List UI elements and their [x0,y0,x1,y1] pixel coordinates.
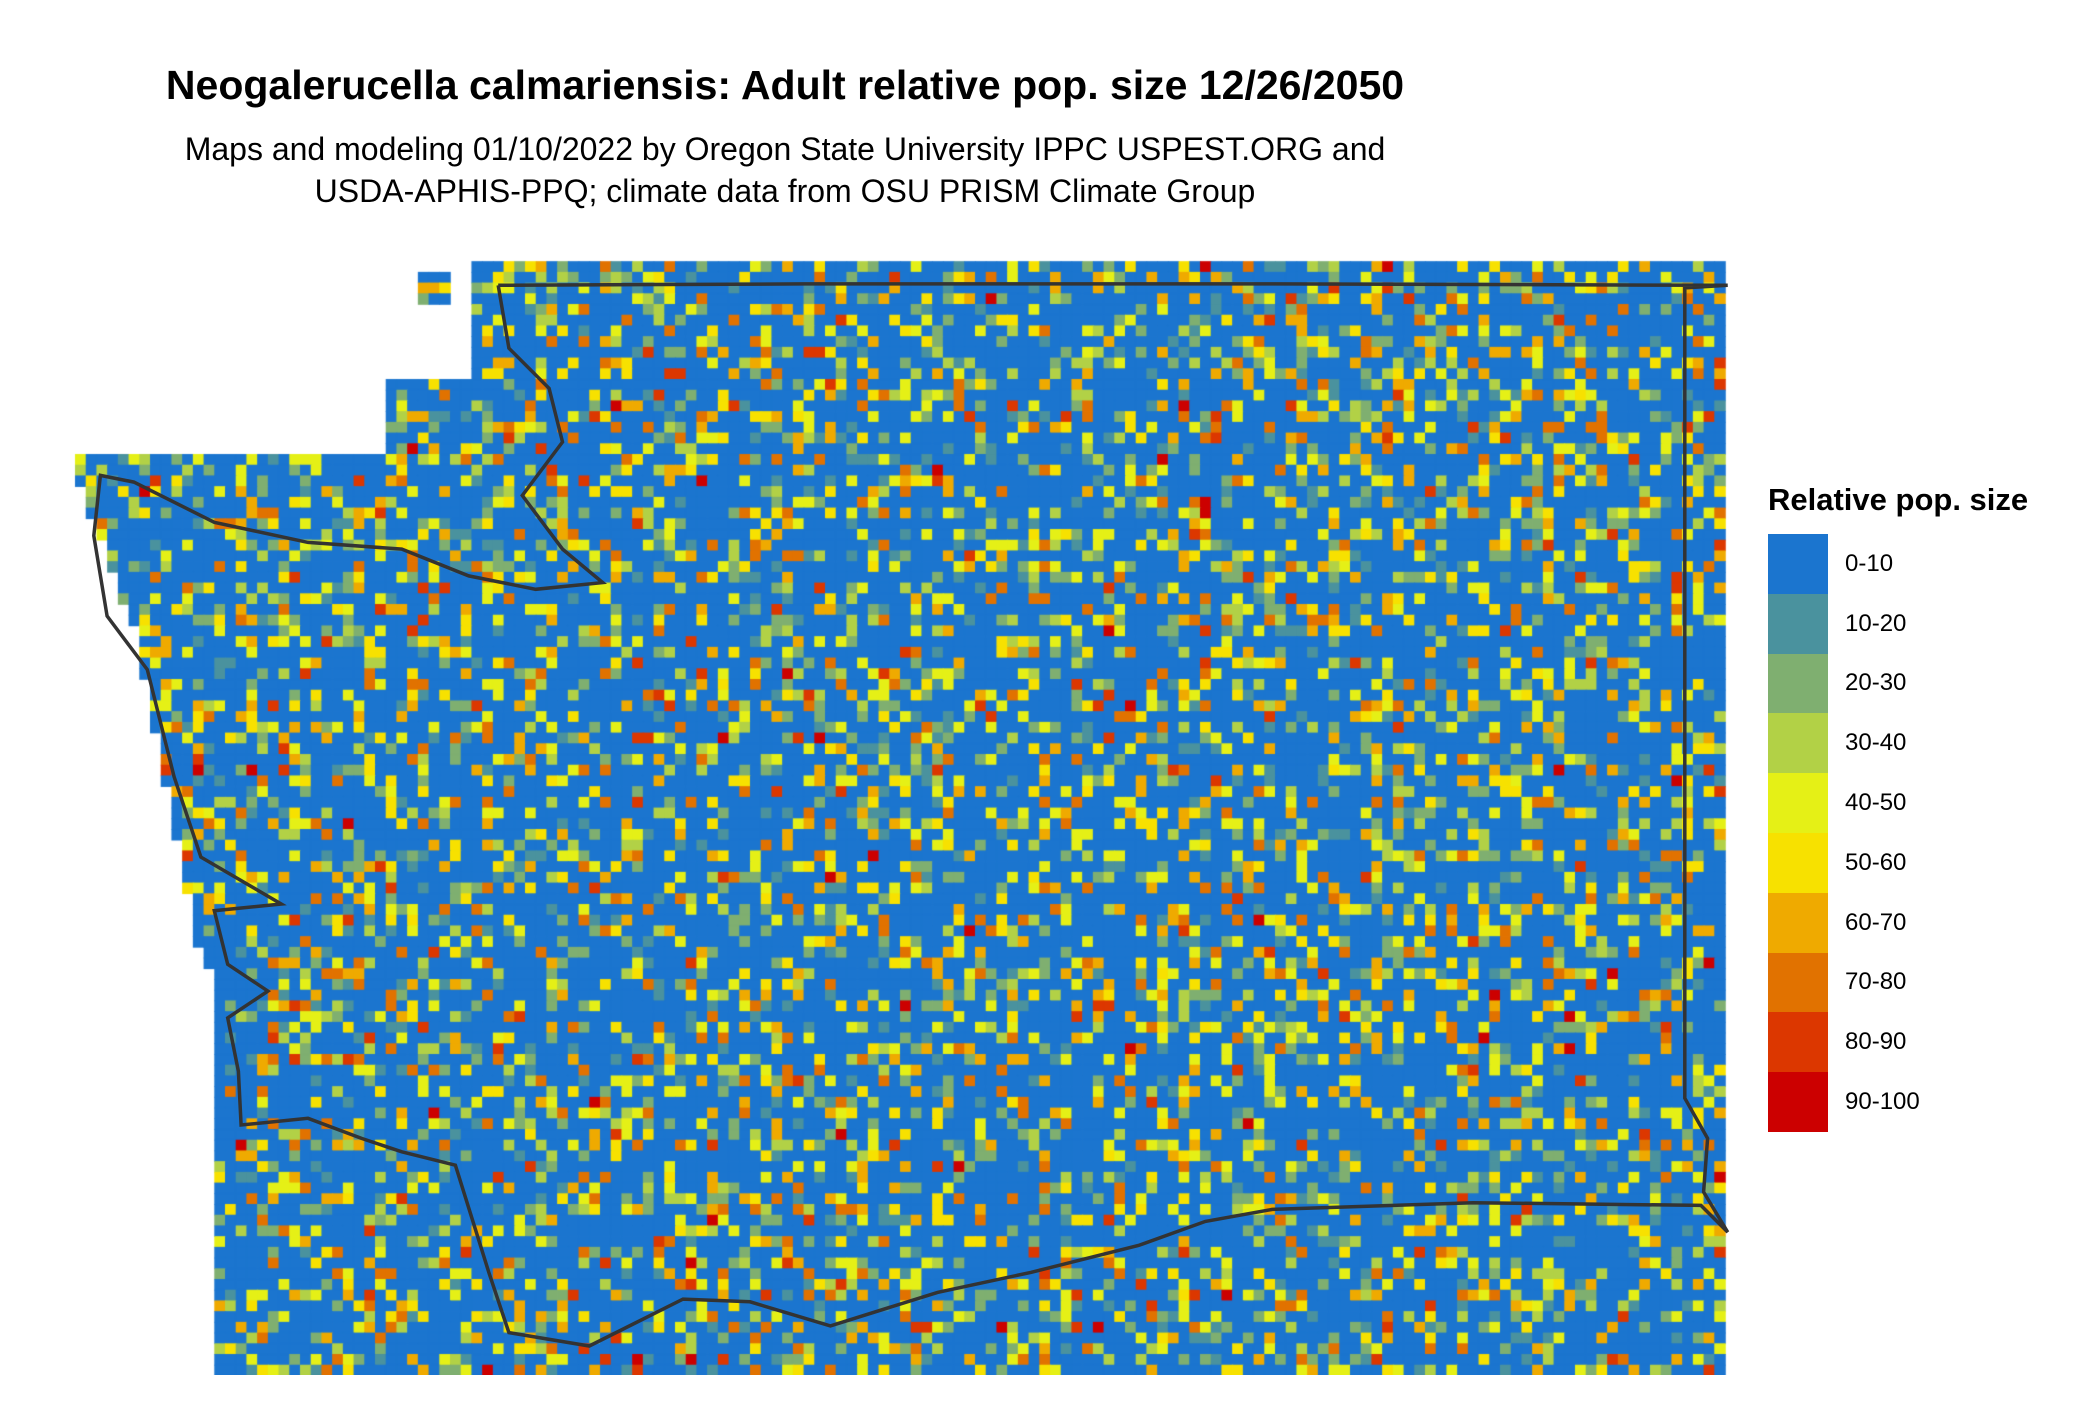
subtitle-line-1: Maps and modeling 01/10/2022 by Oregon S… [184,131,1386,167]
map-subtitle: Maps and modeling 01/10/2022 by Oregon S… [0,128,1570,212]
population-raster-map [60,255,1740,1375]
legend-swatch [1768,593,1828,654]
legend-item: 60-70 [1768,892,2028,953]
subtitle-line-2: USDA-APHIS-PPQ; climate data from OSU PR… [314,173,1256,209]
legend-item: 10-20 [1768,593,2028,654]
legend-item: 40-50 [1768,773,2028,833]
legend: Relative pop. size 0-10 10-20 20-30 30-40 40… [1768,482,2028,1132]
legend-label: 20-30 [1845,669,1907,697]
legend-item: 80-90 [1768,1012,2028,1073]
legend-swatch [1768,773,1828,833]
legend-swatch [1768,534,1828,594]
legend-label: 70-80 [1845,968,1907,996]
legend-swatch [1768,713,1828,774]
legend-item: 0-10 [1768,534,2028,594]
legend-swatch [1768,892,1828,953]
legend-label: 30-40 [1845,729,1907,757]
legend-label: 40-50 [1845,789,1907,817]
legend-item: 30-40 [1768,713,2028,774]
legend-swatch [1768,952,1828,1013]
legend-swatch [1768,653,1828,714]
legend-label: 80-90 [1845,1028,1907,1056]
legend-label: 50-60 [1845,848,1907,876]
legend-label: 90-100 [1845,1088,1920,1116]
legend-swatch [1768,1072,1828,1132]
legend-title: Relative pop. size [1768,482,2029,517]
legend-item: 70-80 [1768,952,2028,1013]
legend-swatch [1768,1012,1828,1073]
legend-item: 90-100 [1768,1072,2028,1132]
legend-label: 10-20 [1845,609,1907,637]
legend-label: 0-10 [1845,549,1894,577]
map-title: Neogalerucella calmariensis: Adult relat… [165,62,1405,108]
state-boundary-line [92,282,1730,1348]
legend-swatch [1768,832,1828,893]
legend-item: 20-30 [1768,653,2028,714]
legend-item: 50-60 [1768,832,2028,893]
legend-label: 60-70 [1845,908,1907,936]
